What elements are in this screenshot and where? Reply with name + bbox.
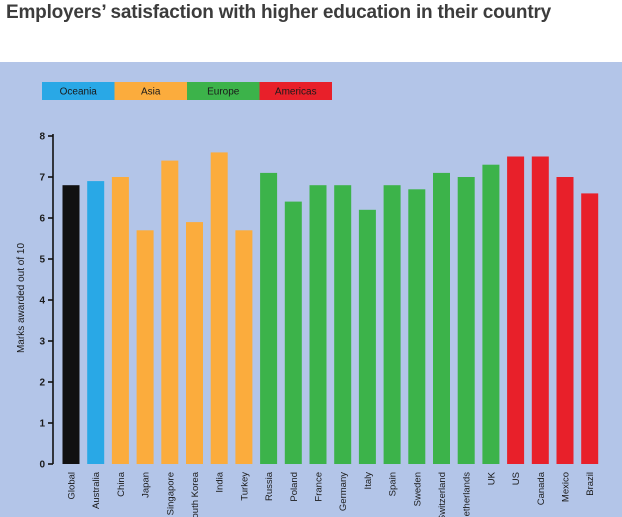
x-tick-label: Canada bbox=[536, 471, 547, 505]
x-tick-label: France bbox=[314, 472, 325, 502]
x-tick-label: Turkey bbox=[239, 472, 250, 501]
x-tick-label: US bbox=[511, 472, 522, 485]
x-tick-label: Sweden bbox=[412, 472, 423, 506]
x-tick-label: Brazil bbox=[585, 472, 596, 496]
legend-americas-label: Americas bbox=[275, 87, 317, 98]
bar-australia bbox=[87, 181, 105, 464]
y-tick-label: 5 bbox=[39, 255, 45, 266]
legend: Oceania Asia Europe Americas bbox=[42, 82, 332, 100]
x-tick-label: Germany bbox=[338, 472, 349, 511]
bar-south-korea bbox=[186, 222, 203, 464]
bar-chart: Oceania Asia Europe Americas 0 1 2 3 4 5 6 7 8 Glob… bbox=[16, 82, 599, 517]
bar-switzerland bbox=[433, 172, 450, 464]
y-axis: 0 1 2 3 4 5 6 7 8 bbox=[39, 132, 54, 471]
y-tick-label: 8 bbox=[39, 132, 45, 143]
page-title: Employers’ satisfaction with higher educ… bbox=[6, 2, 552, 23]
bars bbox=[62, 152, 599, 465]
legend-oceania-label: Oceania bbox=[60, 87, 98, 98]
x-tick-label: Mexico bbox=[561, 472, 572, 502]
x-tick-label: Poland bbox=[289, 472, 300, 502]
x-tick-label: Russia bbox=[264, 471, 275, 501]
legend-oceania-swatch bbox=[42, 82, 115, 100]
x-tick-label: Japan bbox=[141, 472, 152, 498]
bar-canada bbox=[531, 156, 549, 464]
legend-asia-label: Asia bbox=[141, 87, 161, 98]
bar-uk bbox=[482, 164, 500, 464]
y-tick-label: 0 bbox=[39, 460, 45, 471]
x-tick-label: Australia bbox=[91, 471, 102, 509]
bar-poland bbox=[284, 201, 302, 464]
bar-netherlands bbox=[457, 177, 475, 464]
bar-italy bbox=[358, 209, 376, 464]
bar-singapore bbox=[161, 160, 179, 464]
bar-russia bbox=[260, 172, 278, 464]
bar-global bbox=[62, 185, 80, 464]
y-tick-label: 6 bbox=[39, 214, 45, 225]
y-tick-label: 2 bbox=[39, 378, 45, 389]
x-tick-label: Italy bbox=[363, 472, 374, 490]
bar-spain bbox=[383, 185, 401, 464]
bar-mexico bbox=[556, 177, 574, 464]
x-tick-label: Singapore bbox=[165, 472, 176, 515]
y-axis-label: Marks awarded out of 10 bbox=[16, 243, 27, 353]
x-tick-label: India bbox=[215, 471, 226, 492]
x-axis-labels: Global Australia China Japan Singapore South … bbox=[67, 471, 597, 517]
bar-japan bbox=[136, 230, 154, 464]
x-tick-label: Global bbox=[67, 472, 78, 499]
legend-europe-swatch bbox=[187, 82, 260, 100]
bar-brazil bbox=[581, 193, 599, 464]
legend-asia-swatch bbox=[114, 82, 187, 100]
x-tick-label: Netherlands bbox=[462, 472, 473, 517]
bar-germany bbox=[334, 185, 352, 464]
x-tick-label: Spain bbox=[388, 472, 399, 496]
x-tick-label: Switzerland bbox=[437, 472, 448, 517]
x-tick-label: China bbox=[116, 471, 127, 497]
y-tick-label: 1 bbox=[39, 419, 45, 430]
x-tick-label: UK bbox=[486, 471, 497, 485]
bar-france bbox=[309, 185, 327, 464]
bar-sweden bbox=[408, 189, 426, 465]
y-tick-label: 7 bbox=[39, 173, 45, 184]
bar-india bbox=[210, 152, 228, 464]
y-tick-label: 4 bbox=[39, 296, 45, 307]
x-tick-label: South Korea bbox=[190, 471, 201, 517]
chart-panel: Oceania Asia Europe Americas 0 1 2 3 4 5 6 7 8 Glob… bbox=[0, 62, 622, 517]
bar-us bbox=[507, 156, 525, 464]
bar-turkey bbox=[235, 230, 253, 464]
y-tick-label: 3 bbox=[39, 337, 45, 348]
legend-europe-label: Europe bbox=[207, 87, 240, 98]
legend-americas-swatch bbox=[259, 82, 332, 100]
bar-china bbox=[111, 177, 129, 464]
